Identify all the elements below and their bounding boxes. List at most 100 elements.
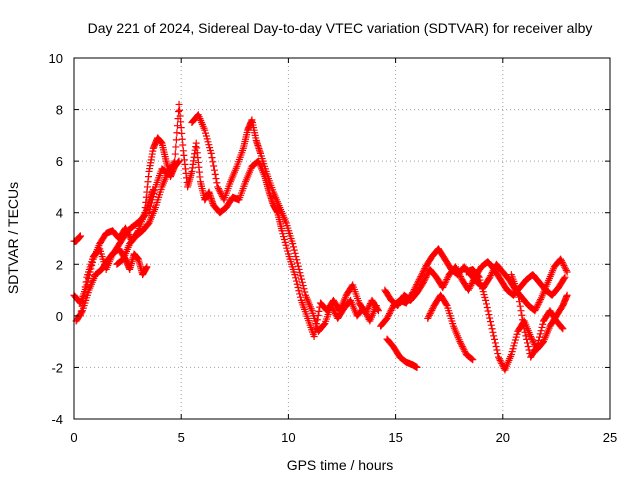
data-point-marker xyxy=(530,339,538,347)
data-point-marker xyxy=(466,283,474,291)
series-arc4 xyxy=(76,245,151,320)
data-point-marker xyxy=(490,335,498,343)
data-point-marker xyxy=(289,243,297,251)
data-point-marker xyxy=(171,150,179,158)
data-point-marker xyxy=(296,290,304,298)
data-point-marker xyxy=(523,339,531,347)
data-point-marker xyxy=(561,273,569,281)
data-point-marker xyxy=(420,266,428,274)
data-point-marker xyxy=(208,154,216,162)
data-point-marker xyxy=(211,170,219,178)
data-point-marker xyxy=(439,283,447,291)
data-point-marker xyxy=(442,300,450,308)
data-point-marker xyxy=(310,332,318,340)
data-point-marker xyxy=(175,108,183,116)
data-point-marker xyxy=(486,318,494,326)
data-point-marker xyxy=(428,306,436,314)
data-point-marker xyxy=(489,328,497,336)
data-point-marker xyxy=(386,308,394,316)
data-point-marker xyxy=(443,275,451,283)
data-point-marker xyxy=(515,293,523,301)
data-point-marker xyxy=(488,268,496,276)
data-point-marker xyxy=(536,330,544,338)
y-tick-label: 4 xyxy=(56,206,63,221)
data-point-marker xyxy=(429,305,437,313)
data-point-marker xyxy=(384,313,392,321)
data-point-marker xyxy=(173,122,181,130)
data-point-marker xyxy=(172,143,180,151)
data-point-marker xyxy=(560,274,568,282)
data-point-marker xyxy=(519,320,527,328)
data-point-marker xyxy=(484,307,492,315)
data-point-marker xyxy=(474,272,482,280)
data-point-marker xyxy=(495,353,503,361)
series-arc7 xyxy=(188,111,380,335)
data-point-marker xyxy=(521,328,529,336)
data-point-marker xyxy=(327,302,335,310)
data-point-marker xyxy=(171,157,179,165)
data-point-marker xyxy=(417,273,425,281)
data-point-marker xyxy=(487,321,495,329)
y-tick-label: -4 xyxy=(51,412,63,427)
data-point-marker xyxy=(519,316,527,324)
data-point-marker xyxy=(561,263,569,271)
data-point-marker xyxy=(315,307,323,315)
data-point-marker xyxy=(214,185,222,193)
y-tick-label: 10 xyxy=(49,51,63,66)
data-point-marker xyxy=(207,149,215,157)
data-point-marker xyxy=(82,278,90,286)
data-point-marker xyxy=(485,311,493,319)
data-point-marker xyxy=(468,355,476,363)
data-point-marker xyxy=(419,268,427,276)
data-point-marker xyxy=(151,186,159,194)
data-point-marker xyxy=(293,280,301,288)
data-point-marker xyxy=(297,272,305,280)
plot-frame xyxy=(73,57,611,420)
data-point-marker xyxy=(492,342,500,350)
data-point-marker xyxy=(298,278,306,286)
y-tick-label: 0 xyxy=(56,309,63,324)
data-point-marker xyxy=(535,336,543,344)
data-point-marker xyxy=(468,280,476,288)
data-point-marker xyxy=(498,360,506,368)
data-point-marker xyxy=(516,302,524,310)
data-point-marker xyxy=(482,296,490,304)
data-point-marker xyxy=(291,249,299,257)
data-point-marker xyxy=(362,309,370,317)
data-point-marker xyxy=(496,356,504,364)
data-point-marker xyxy=(77,307,85,315)
y-tick-label: 8 xyxy=(56,103,63,118)
data-point-marker xyxy=(461,347,469,355)
data-point-marker xyxy=(531,307,539,315)
data-point-marker xyxy=(150,189,158,197)
data-point-marker xyxy=(419,278,427,286)
data-point-marker xyxy=(440,280,448,288)
data-point-marker xyxy=(538,323,546,331)
y-tick-label: -2 xyxy=(51,360,63,375)
data-point-marker xyxy=(517,307,525,315)
data-point-marker xyxy=(167,165,175,173)
data-point-marker xyxy=(173,129,181,137)
data-point-marker xyxy=(387,306,395,314)
data-point-marker xyxy=(79,297,87,305)
data-point-marker xyxy=(562,265,570,273)
data-point-marker xyxy=(490,265,498,273)
data-point-marker xyxy=(421,275,429,283)
x-tick-label: 25 xyxy=(603,430,617,445)
data-point-marker xyxy=(149,193,157,201)
data-point-marker xyxy=(143,263,151,271)
data-point-marker xyxy=(426,310,434,318)
data-point-marker xyxy=(413,281,421,289)
data-point-marker xyxy=(76,232,84,240)
data-point-marker xyxy=(320,321,328,329)
data-point-marker xyxy=(487,272,495,280)
data-point-marker xyxy=(213,179,221,187)
data-point-marker xyxy=(456,338,464,346)
data-point-marker xyxy=(457,339,465,347)
data-point-marker xyxy=(360,306,368,314)
data-point-marker xyxy=(520,325,528,333)
data-point-marker xyxy=(491,339,499,347)
data-point-marker xyxy=(170,159,178,167)
data-point-marker xyxy=(464,286,472,294)
data-point-marker xyxy=(532,305,540,313)
